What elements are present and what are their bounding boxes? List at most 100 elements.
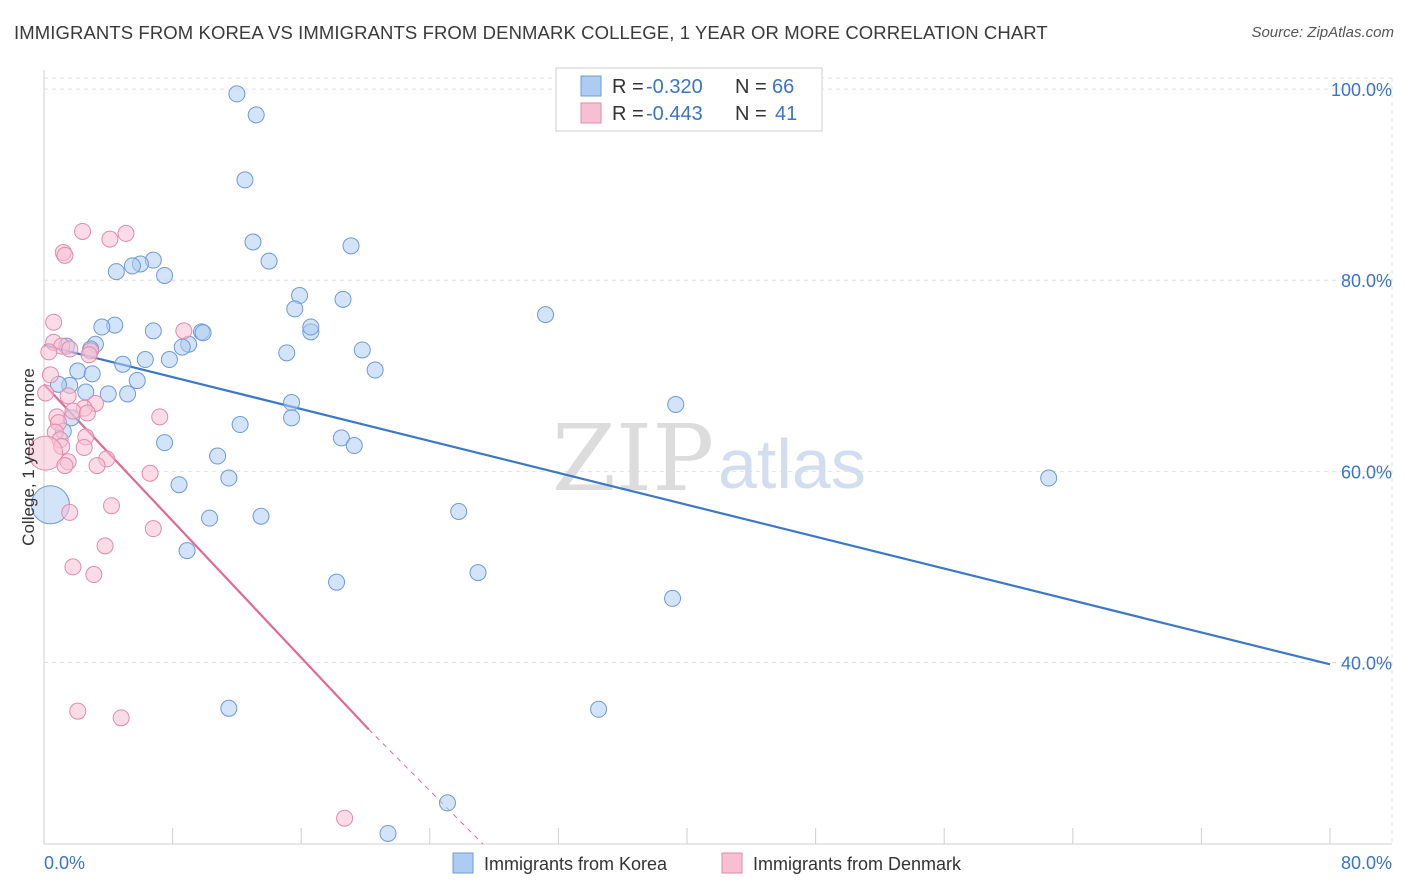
korea-point bbox=[450, 502, 468, 520]
y-axis-title: College, 1 year or more bbox=[19, 368, 38, 546]
denmark-point bbox=[61, 340, 79, 358]
korea-point bbox=[334, 290, 352, 308]
korea-point bbox=[201, 509, 219, 527]
denmark-point bbox=[103, 497, 121, 515]
y-tick-label: 40.0% bbox=[1341, 653, 1392, 673]
legend-swatch-denmark bbox=[580, 102, 602, 124]
bottom-legend-denmark: Immigrants from Denmark bbox=[753, 854, 962, 874]
denmark-point bbox=[151, 408, 169, 426]
korea-point bbox=[328, 573, 346, 591]
legend-korea-n-value: 66 bbox=[772, 76, 794, 98]
legend-korea-r-value: -0.320 bbox=[646, 76, 703, 98]
y-tick-label: 60.0% bbox=[1341, 462, 1392, 482]
denmark-point bbox=[75, 438, 93, 456]
legend-denmark-r-value: -0.443 bbox=[646, 103, 703, 125]
korea-point bbox=[173, 338, 191, 356]
korea-point bbox=[438, 794, 456, 812]
denmark-point bbox=[144, 520, 162, 538]
y-tick-label: 100.0% bbox=[1331, 80, 1392, 100]
korea-point bbox=[156, 434, 174, 452]
korea-point bbox=[136, 351, 154, 369]
denmark-point bbox=[175, 322, 193, 340]
denmark-point bbox=[74, 222, 92, 240]
korea-point bbox=[231, 416, 249, 434]
denmark-point bbox=[69, 702, 87, 720]
legend-swatch-korea bbox=[580, 75, 602, 97]
x-tick-label-min: 0.0% bbox=[44, 853, 85, 873]
korea-point bbox=[590, 700, 608, 718]
korea-point bbox=[156, 266, 174, 284]
denmark-point bbox=[112, 709, 130, 727]
bottom-legend-korea: Immigrants from Korea bbox=[484, 854, 668, 874]
series-legend: Immigrants from Korea Immigrants from De… bbox=[452, 852, 962, 874]
denmark-point bbox=[88, 457, 106, 475]
denmark-point bbox=[117, 224, 135, 242]
legend-denmark-n-label: N = bbox=[735, 103, 767, 125]
korea-point bbox=[283, 409, 301, 427]
denmark-point bbox=[56, 246, 74, 264]
korea-point bbox=[1040, 469, 1058, 487]
denmark-point bbox=[41, 366, 59, 384]
denmark-trend-extension bbox=[368, 728, 484, 845]
korea-point bbox=[302, 318, 320, 336]
denmark-point bbox=[101, 230, 119, 248]
watermark-zip: ZIP bbox=[552, 405, 714, 512]
denmark-point bbox=[78, 404, 96, 422]
korea-point bbox=[286, 300, 304, 318]
denmark-point bbox=[141, 464, 159, 482]
korea-point bbox=[228, 85, 246, 103]
y-tick-label: 80.0% bbox=[1341, 271, 1392, 291]
korea-point bbox=[469, 564, 487, 582]
denmark-point bbox=[336, 809, 354, 827]
korea-point bbox=[332, 429, 350, 447]
korea-point bbox=[252, 507, 270, 525]
x-tick-label-max: 80.0% bbox=[1341, 853, 1392, 873]
denmark-point bbox=[96, 537, 114, 555]
korea-point bbox=[114, 355, 132, 373]
korea-point bbox=[128, 372, 146, 390]
korea-point bbox=[366, 361, 384, 379]
korea-point bbox=[342, 237, 360, 255]
denmark-point bbox=[64, 402, 82, 420]
korea-point bbox=[178, 542, 196, 560]
y-tick-labels: 100.0% 80.0% 60.0% 40.0% bbox=[1331, 80, 1392, 673]
denmark-point bbox=[45, 313, 63, 331]
korea-point bbox=[537, 306, 555, 324]
denmark-point bbox=[61, 503, 79, 521]
korea-point bbox=[236, 171, 254, 189]
korea-point bbox=[99, 385, 117, 403]
chart-title: IMMIGRANTS FROM KOREA VS IMMIGRANTS FROM… bbox=[14, 22, 1048, 43]
korea-trend-line bbox=[43, 344, 1331, 666]
denmark-point bbox=[37, 384, 55, 402]
denmark-point bbox=[85, 566, 103, 584]
korea-point bbox=[220, 699, 238, 717]
legend-denmark-n-value: 41 bbox=[775, 103, 797, 125]
korea-point bbox=[93, 318, 111, 336]
korea-point bbox=[144, 322, 162, 340]
source-label: Source: ZipAtlas.com bbox=[1251, 24, 1394, 41]
korea-point bbox=[278, 344, 296, 362]
korea-point bbox=[247, 106, 265, 124]
korea-point bbox=[107, 263, 125, 281]
denmark-point bbox=[40, 343, 58, 361]
legend-korea-r-label: R = bbox=[612, 76, 644, 98]
korea-point bbox=[664, 589, 682, 607]
bottom-legend-swatch-denmark bbox=[721, 852, 743, 874]
korea-point bbox=[123, 257, 141, 275]
korea-point bbox=[220, 469, 238, 487]
korea-point bbox=[353, 341, 371, 359]
korea-point bbox=[379, 824, 397, 842]
correlation-legend: R = -0.320 N = 66 R = -0.443 N = 41 bbox=[555, 67, 823, 132]
korea-point bbox=[194, 324, 212, 342]
korea-point bbox=[345, 437, 363, 455]
denmark-point bbox=[59, 387, 77, 405]
trend-lines bbox=[43, 344, 1331, 845]
korea-point bbox=[170, 476, 188, 494]
korea-point bbox=[160, 351, 178, 369]
data-points bbox=[28, 85, 1058, 842]
korea-point bbox=[260, 252, 278, 270]
denmark-point bbox=[64, 558, 82, 576]
korea-point bbox=[69, 362, 87, 380]
korea-point bbox=[209, 447, 227, 465]
